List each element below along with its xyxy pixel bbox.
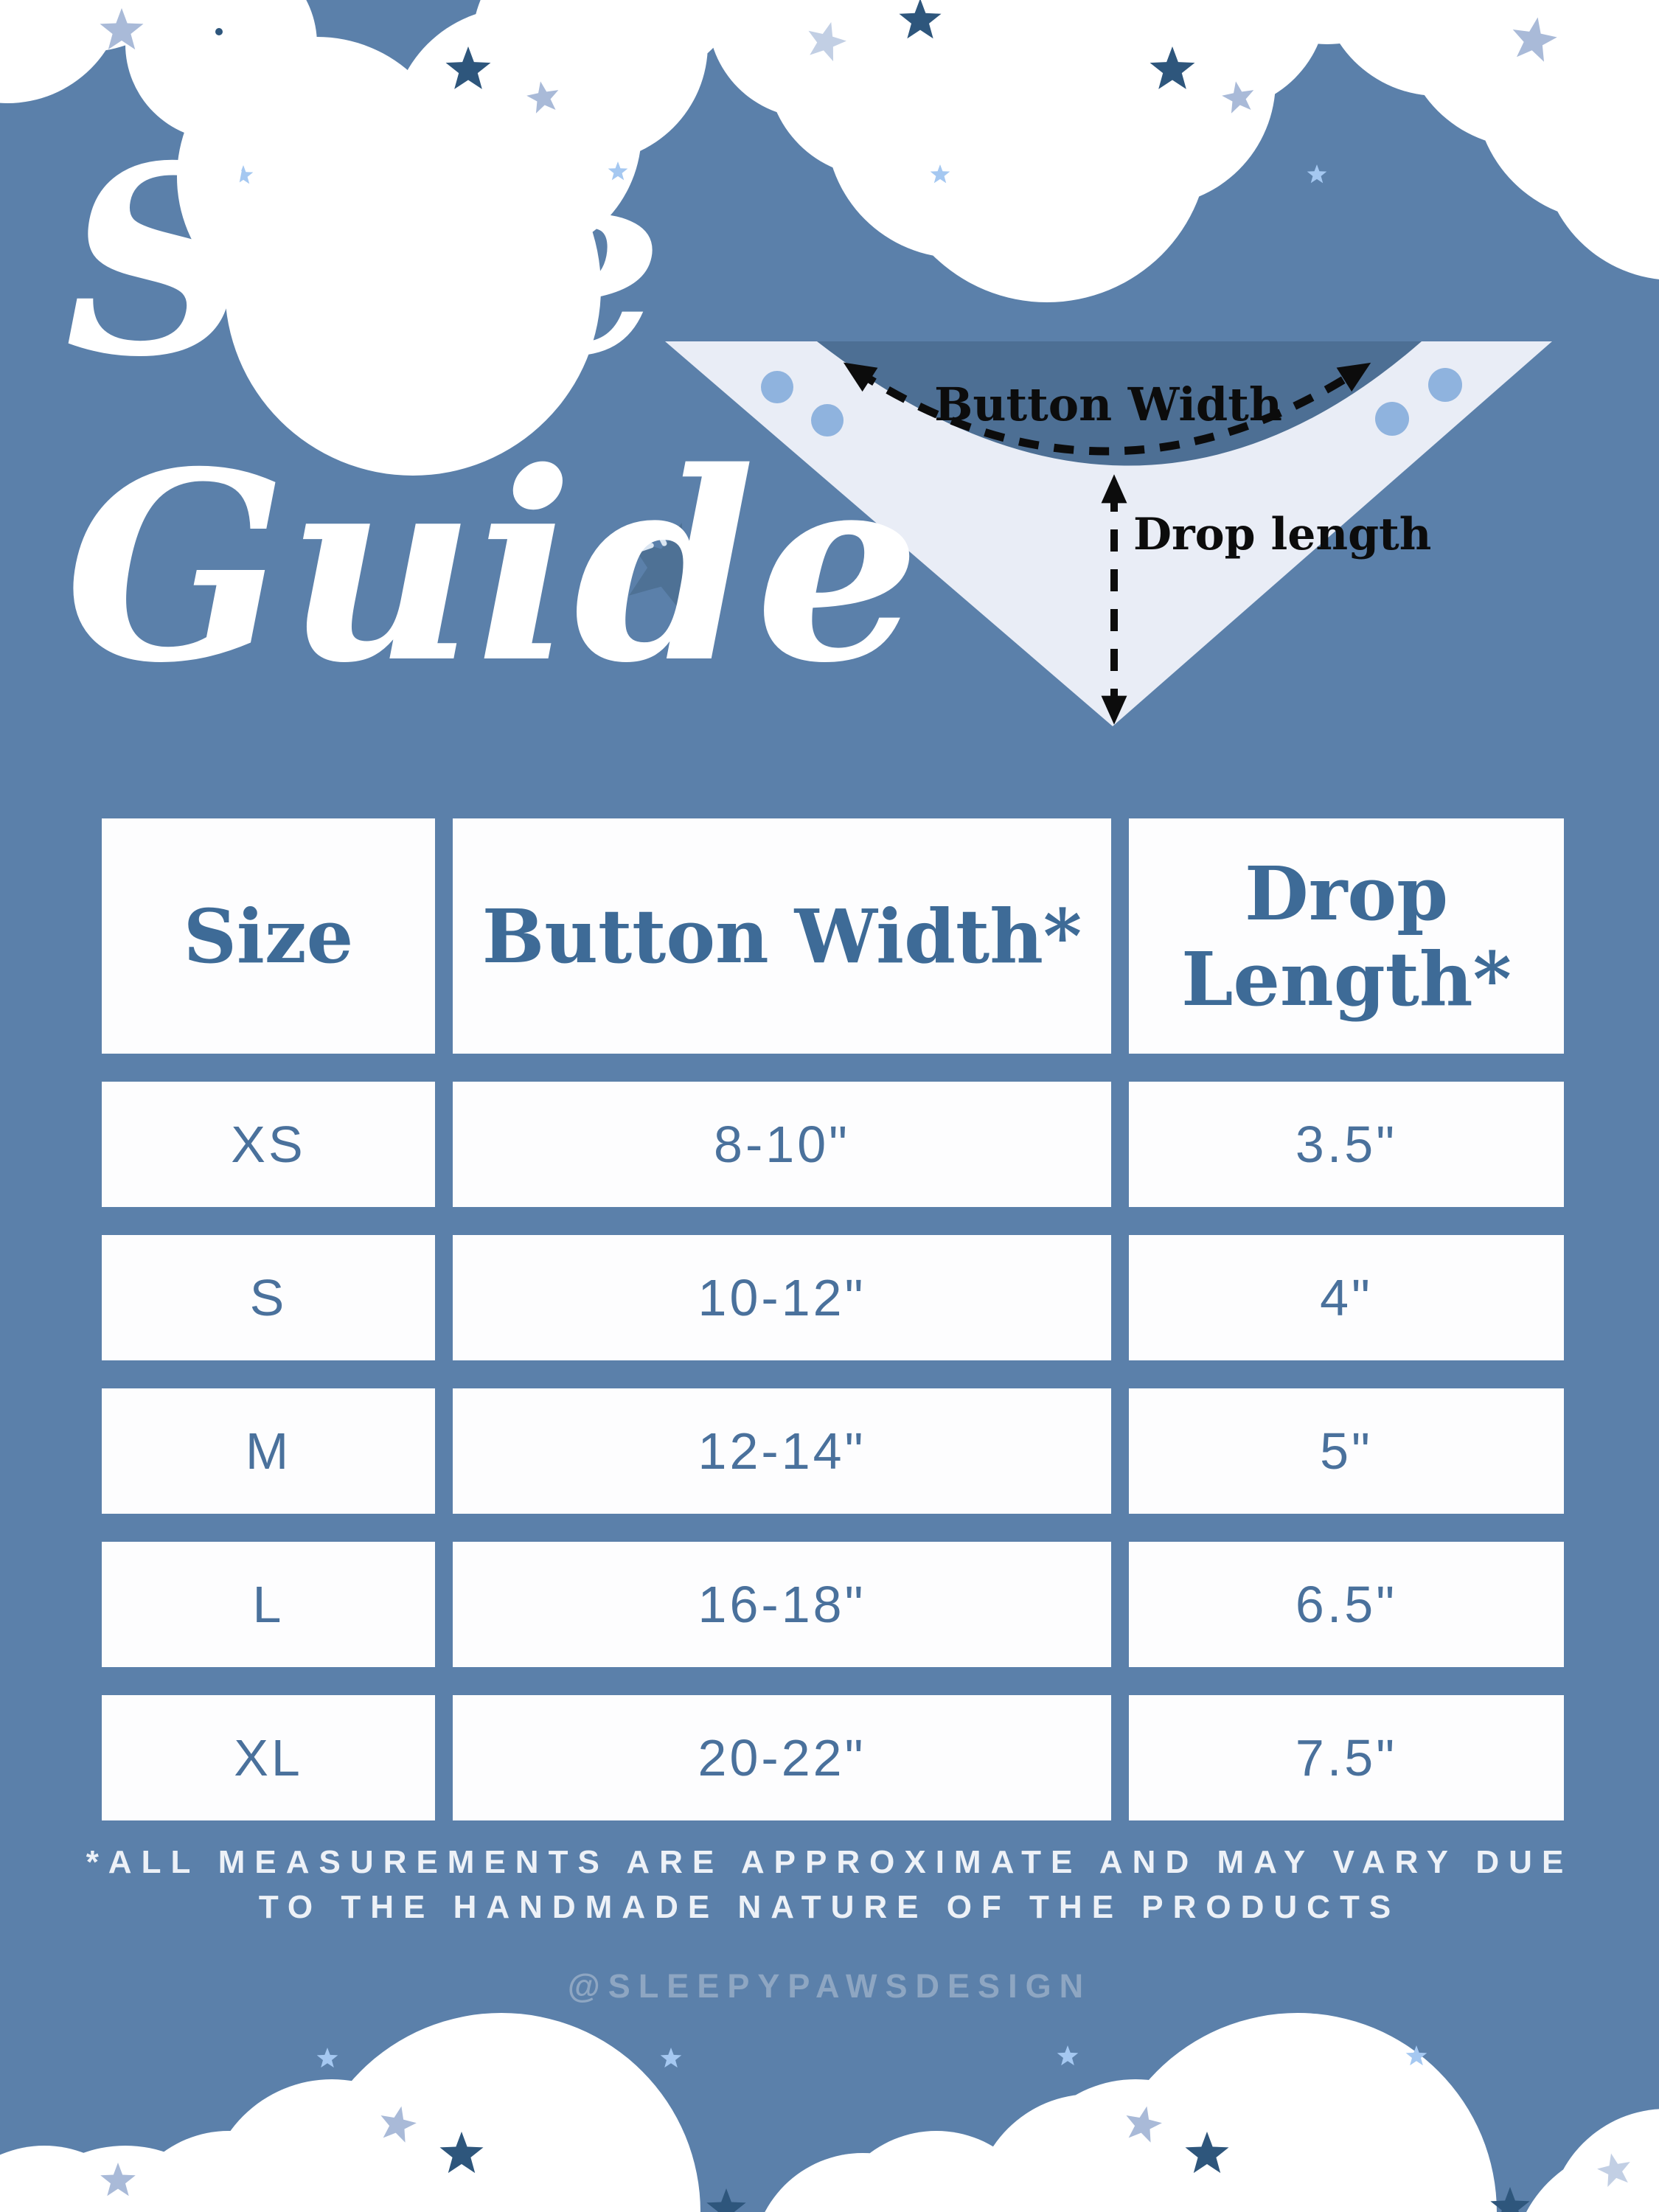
star-icon [1057,2045,1079,2066]
star-icon [316,2048,338,2068]
star-dot-icon [215,28,223,35]
top-clouds [0,0,1659,476]
table-cell: L [102,1542,435,1667]
button-width-label: Button Width [934,378,1282,431]
table-cell: 8-10" [453,1082,1111,1207]
table-cell: 12-14" [453,1388,1111,1514]
measurement-disclaimer: *ALL MEASUREMENTS ARE APPROXIMATE AND MA… [0,1840,1659,1930]
disclaimer-line-2: TO THE HANDMADE NATURE OF THE PRODUCTS [258,1888,1401,1925]
star-icon [706,2188,746,2212]
table-cell: 10-12" [453,1235,1111,1360]
size-table: Size Button Width* Drop Length* XS 8-10"… [102,818,1565,1820]
disclaimer-line-1: *ALL MEASUREMENTS ARE APPROXIMATE AND MA… [86,1844,1573,1880]
title-line-1: Size [65,109,664,414]
table-cell: 5" [1129,1388,1564,1514]
bottom-clouds [0,2013,1659,2212]
title-line-2: Guide [65,415,921,721]
title-accent-star [613,509,725,619]
star-icon [660,2048,682,2068]
column-header-size: Size [102,818,435,1054]
column-header-button-width: Button Width* [453,818,1111,1054]
bandana-button [1428,368,1462,402]
bandana-button [1375,402,1409,436]
table-cell: M [102,1388,435,1514]
table-cell: S [102,1235,435,1360]
bandana-button [811,404,844,437]
button-width-arrow [843,362,1371,456]
table-cell: XL [102,1695,435,1820]
bandana-diagram: Button Width Drop length [665,341,1552,726]
table-cell: XS [102,1082,435,1207]
page-title: Size Guide [65,109,920,722]
table-cell: 7.5" [1129,1695,1564,1820]
star-icon [1307,164,1327,184]
brand-watermark: @SLEEPYPAWSDESIGN [567,1967,1092,2005]
table-cell: 6.5" [1129,1542,1564,1667]
table-cell: 4" [1129,1235,1564,1360]
stars [100,0,1635,2212]
bandana-button [761,371,793,403]
table-cell: 16-18" [453,1542,1111,1667]
drop-length-label: Drop length [1133,509,1431,560]
table-cell: 3.5" [1129,1082,1564,1207]
table-cell: 20-22" [453,1695,1111,1820]
column-header-drop-length: Drop Length* [1129,818,1564,1054]
